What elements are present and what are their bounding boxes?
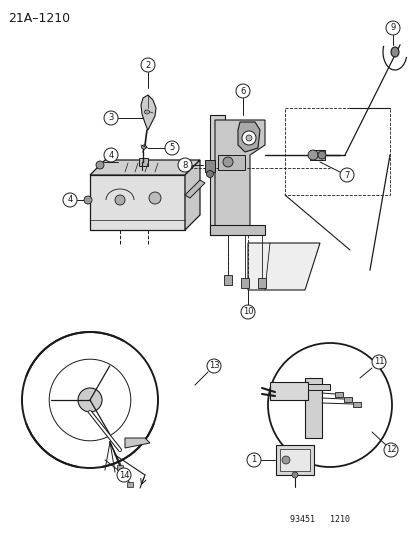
Polygon shape	[141, 95, 156, 130]
Text: 13: 13	[208, 361, 219, 370]
Text: 21A–1210: 21A–1210	[8, 12, 70, 25]
Circle shape	[291, 472, 297, 478]
Circle shape	[235, 84, 249, 98]
Text: 5: 5	[169, 143, 174, 152]
Text: 14: 14	[119, 471, 129, 480]
Circle shape	[240, 305, 254, 319]
Ellipse shape	[144, 110, 149, 114]
Circle shape	[223, 157, 233, 167]
Circle shape	[281, 456, 289, 464]
Circle shape	[78, 388, 102, 412]
Circle shape	[84, 196, 92, 204]
Polygon shape	[343, 397, 351, 402]
Polygon shape	[125, 438, 150, 448]
Text: 11: 11	[373, 358, 383, 367]
Polygon shape	[240, 278, 248, 288]
Circle shape	[165, 141, 178, 155]
Circle shape	[247, 453, 260, 467]
Circle shape	[385, 21, 399, 35]
Circle shape	[141, 58, 154, 72]
Text: 9: 9	[389, 23, 395, 33]
Ellipse shape	[141, 145, 146, 149]
Polygon shape	[90, 160, 199, 175]
Polygon shape	[223, 275, 231, 285]
Text: 10: 10	[242, 308, 253, 317]
Polygon shape	[334, 392, 342, 397]
Polygon shape	[307, 384, 329, 390]
Circle shape	[317, 151, 325, 159]
Circle shape	[245, 135, 252, 141]
Text: 3: 3	[108, 114, 114, 123]
Circle shape	[63, 193, 77, 207]
Text: 7: 7	[344, 171, 349, 180]
Polygon shape	[218, 155, 244, 170]
Circle shape	[96, 161, 104, 169]
Polygon shape	[90, 175, 185, 230]
Circle shape	[104, 148, 118, 162]
Polygon shape	[185, 160, 199, 230]
Polygon shape	[237, 122, 259, 152]
Polygon shape	[204, 160, 214, 172]
Text: 6: 6	[240, 86, 245, 95]
Circle shape	[149, 192, 161, 204]
Text: 12: 12	[385, 446, 395, 455]
Circle shape	[371, 355, 385, 369]
Text: 8: 8	[182, 160, 187, 169]
Circle shape	[242, 131, 255, 145]
Polygon shape	[209, 225, 264, 235]
Circle shape	[115, 195, 125, 205]
Polygon shape	[275, 445, 313, 475]
Bar	[117, 465, 123, 470]
Polygon shape	[304, 378, 321, 438]
Polygon shape	[269, 382, 307, 400]
Circle shape	[206, 171, 213, 177]
Circle shape	[178, 158, 192, 172]
Polygon shape	[209, 115, 224, 235]
Text: 4: 4	[67, 196, 72, 205]
Circle shape	[104, 111, 118, 125]
Polygon shape	[185, 180, 204, 198]
Text: 93451   1210: 93451 1210	[289, 515, 349, 524]
Polygon shape	[214, 120, 264, 230]
Polygon shape	[247, 243, 319, 290]
Polygon shape	[257, 278, 266, 288]
Polygon shape	[279, 449, 309, 471]
Polygon shape	[309, 150, 324, 160]
Polygon shape	[352, 402, 360, 407]
Text: 2: 2	[145, 61, 150, 69]
Circle shape	[339, 168, 353, 182]
Circle shape	[206, 359, 221, 373]
Circle shape	[307, 150, 317, 160]
Bar	[127, 482, 133, 487]
Text: 1: 1	[251, 456, 256, 464]
Text: 4: 4	[108, 150, 113, 159]
Circle shape	[383, 443, 397, 457]
Polygon shape	[139, 158, 147, 166]
Ellipse shape	[390, 47, 398, 57]
Bar	[122, 475, 128, 480]
Circle shape	[117, 468, 131, 482]
